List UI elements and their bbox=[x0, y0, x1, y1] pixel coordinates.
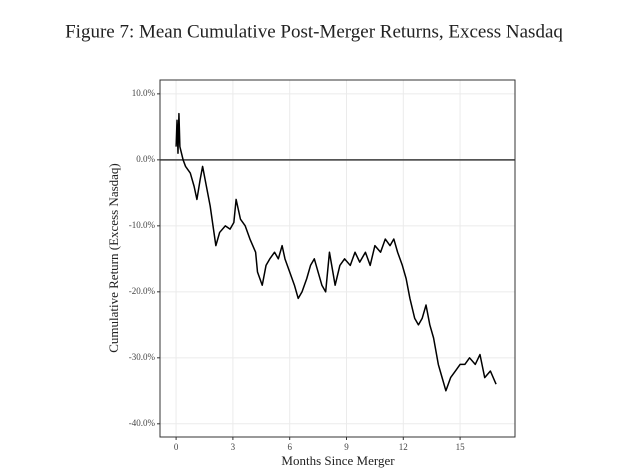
y-tick-label: -20.0% bbox=[129, 286, 156, 296]
y-tick-label: -10.0% bbox=[129, 220, 156, 230]
y-tick-label: 10.0% bbox=[132, 88, 156, 98]
plot-border bbox=[159, 79, 516, 438]
y-tick-label: -40.0% bbox=[129, 418, 156, 428]
chart-title: Figure 7: Mean Cumulative Post-Merger Re… bbox=[65, 21, 563, 42]
x-tick-label: 3 bbox=[231, 442, 236, 452]
x-tick-label: 0 bbox=[174, 442, 179, 452]
y-tick-label: -30.0% bbox=[129, 352, 156, 362]
x-tick-label: 6 bbox=[287, 442, 292, 452]
y-axis-label: Cumulative Return (Excess Nasdaq) bbox=[106, 163, 121, 353]
data-line bbox=[175, 112, 497, 392]
x-axis-label: Months Since Merger bbox=[281, 453, 395, 468]
x-tick-label: 9 bbox=[344, 442, 349, 452]
y-tick-label: 0.0% bbox=[136, 154, 155, 164]
plot-background bbox=[160, 80, 515, 437]
x-tick-label: 15 bbox=[456, 442, 466, 452]
x-tick-label: 12 bbox=[399, 442, 408, 452]
